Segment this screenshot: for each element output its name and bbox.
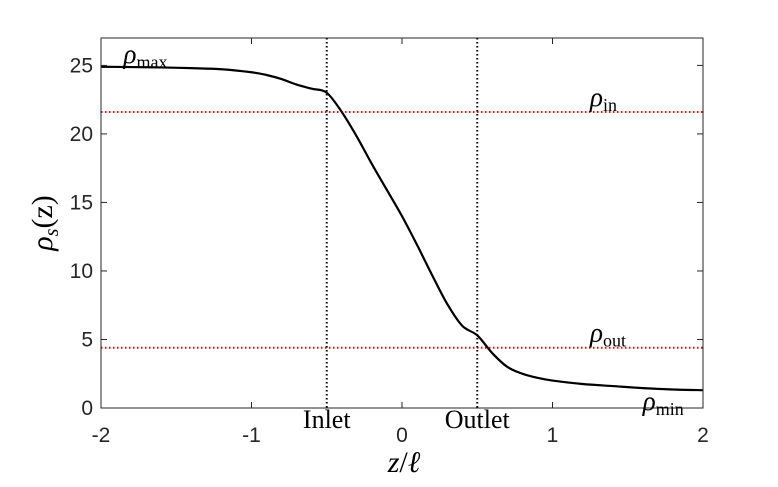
annotation-sym: ρ bbox=[123, 39, 137, 69]
x-tick-label: 1 bbox=[547, 424, 559, 447]
hline-label-out: ρout bbox=[589, 318, 626, 351]
annotation-sub: min bbox=[656, 399, 684, 419]
vline-label-inlet: Inlet bbox=[303, 405, 351, 434]
hline-label-in: ρin bbox=[589, 82, 617, 115]
x-axis-label-den: ℓ bbox=[408, 446, 421, 479]
series-line-0 bbox=[100, 65, 704, 392]
annotation-min: ρmin bbox=[642, 386, 684, 419]
x-tick-label: -1 bbox=[242, 424, 261, 447]
hline-label-sub: out bbox=[603, 331, 626, 351]
y-tick-label: 15 bbox=[70, 191, 93, 214]
annotation-sub: max bbox=[136, 52, 167, 72]
x-tick-label: -2 bbox=[92, 424, 111, 447]
y-tick-label: 20 bbox=[70, 123, 93, 146]
y-axis-label: ρs(z) bbox=[26, 195, 63, 252]
annotation-sym: ρ bbox=[642, 386, 656, 416]
hline-label-sym: ρ bbox=[589, 82, 603, 112]
y-axis-label-sub: s bbox=[41, 228, 63, 236]
y-tick-label: 10 bbox=[70, 260, 93, 283]
plot-frame bbox=[100, 37, 704, 409]
vline-label-outlet: Outlet bbox=[445, 405, 511, 434]
y-tick-label: 5 bbox=[81, 328, 93, 351]
x-axis-label-var: z bbox=[387, 446, 400, 479]
y-tick-label: 0 bbox=[81, 397, 93, 420]
series-layer bbox=[100, 38, 704, 408]
y-axis-label-arg: (z) bbox=[26, 195, 59, 228]
hline-label-sub: in bbox=[603, 95, 617, 115]
y-tick-label: 25 bbox=[70, 54, 93, 77]
y-axis-label-sym: ρ bbox=[26, 236, 59, 251]
x-axis-label: z/ℓ bbox=[387, 446, 421, 479]
x-axis-label-sep: / bbox=[399, 446, 408, 479]
hline-label-sym: ρ bbox=[589, 318, 603, 348]
x-tick-label: 0 bbox=[396, 424, 408, 447]
x-tick-label: 2 bbox=[697, 424, 709, 447]
annotation-max: ρmax bbox=[123, 39, 168, 72]
